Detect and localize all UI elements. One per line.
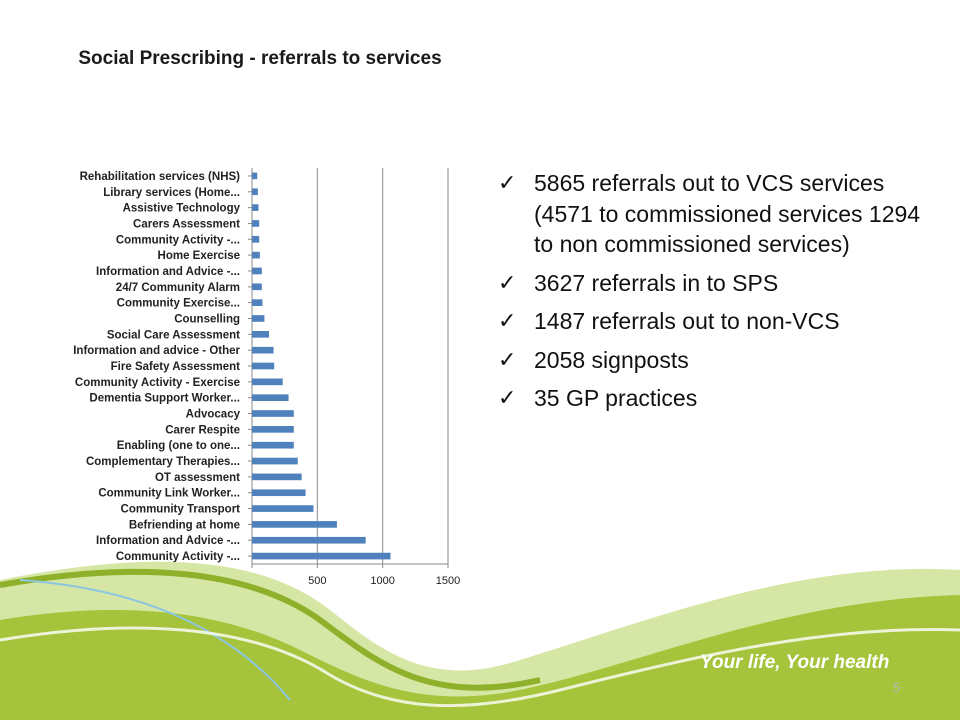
- bar: [252, 330, 269, 338]
- bullet-item: ✓ 5865 referrals out to VCS services (457…: [498, 168, 938, 260]
- category-label: Counselling: [174, 313, 240, 325]
- bar: [252, 362, 275, 370]
- bullet-item: ✓ 2058 signposts: [498, 345, 938, 376]
- bar: [252, 172, 258, 180]
- bar: [252, 299, 263, 306]
- bullet-text: 35 GP practices: [534, 385, 698, 411]
- checkmark-icon: ✓: [498, 346, 517, 372]
- category-label: Information and Advice -...: [96, 535, 240, 547]
- category-label: Home Exercise: [158, 250, 240, 262]
- category-label: Information and Advice -...: [96, 266, 240, 278]
- bar: [252, 426, 294, 433]
- category-label: Social Care Assessment: [107, 329, 240, 341]
- bullet-item: ✓ 35 GP practices: [498, 383, 938, 414]
- category-label: Community Exercise...: [117, 298, 240, 310]
- bar: [252, 346, 274, 354]
- category-label: Information and advice - Other: [73, 345, 240, 357]
- category-label: Advocacy: [186, 409, 241, 421]
- wave-dark-stroke: [0, 568, 541, 691]
- category-label: Community Activity -...: [116, 551, 240, 563]
- bar: [252, 204, 259, 211]
- bar-chart: 050010001500Rehabilitation services (NHS…: [73, 168, 460, 587]
- bullet-item: ✓ 1487 referrals out to non-VCS: [498, 306, 938, 337]
- decorative-wave-background: [0, 561, 960, 720]
- chart-title: Social Prescribing - referrals to servic…: [78, 48, 442, 69]
- category-label: Complementary Therapies...: [86, 456, 240, 468]
- category-label: Community Activity - Exercise: [75, 377, 240, 389]
- bullet-text: 3627 referrals in to SPS: [534, 269, 779, 296]
- category-label: OT assessment: [155, 472, 240, 484]
- bullet-item: ✓ 3627 referrals in to SPS: [498, 268, 938, 299]
- bullet-text: 5865 referrals out to VCS services (4571…: [534, 170, 921, 257]
- bullet-text: 2058 signposts: [534, 346, 689, 373]
- category-label: Community Transport: [121, 504, 241, 516]
- wave-white-stroke: [0, 626, 960, 708]
- category-label: Fire Safety Assessment: [111, 361, 241, 373]
- category-label: 24/7 Community Alarm: [116, 282, 240, 294]
- bar: [252, 473, 302, 481]
- slogan-text: Your life, Your health: [700, 652, 890, 673]
- bar: [252, 188, 258, 196]
- category-label: Community Link Worker...: [98, 488, 240, 500]
- page-number: 5: [893, 680, 901, 695]
- bar: [252, 315, 265, 322]
- bar: [252, 220, 260, 227]
- checkmark-icon: ✓: [498, 269, 517, 295]
- x-tick-label: 1500: [436, 575, 460, 587]
- category-label: Enabling (one to one...: [117, 440, 240, 452]
- bullet-list: ✓ 5865 referrals out to VCS services (457…: [498, 168, 938, 422]
- checkmark-icon: ✓: [498, 170, 517, 195]
- bar: [252, 552, 391, 560]
- bar: [252, 457, 298, 465]
- category-label: Carer Respite: [165, 424, 240, 436]
- category-label: Befriending at home: [129, 519, 240, 531]
- bar: [252, 441, 294, 449]
- checkmark-icon: ✓: [498, 308, 517, 333]
- bar: [252, 410, 294, 417]
- category-label: Rehabilitation services (NHS): [80, 171, 241, 183]
- category-label: Dementia Support Worker...: [89, 393, 240, 405]
- bar: [252, 378, 283, 386]
- bar: [252, 267, 262, 275]
- x-tick-label: 500: [308, 575, 326, 587]
- checkmark-icon: ✓: [498, 385, 517, 410]
- bullet-text: 1487 referrals out to non-VCS: [534, 308, 840, 334]
- wave-main-green: [0, 595, 960, 720]
- x-tick-label: 1000: [370, 575, 394, 587]
- bar: [252, 251, 260, 259]
- bar: [252, 505, 314, 512]
- bar: [252, 235, 260, 243]
- category-label: Carers Assessment: [133, 218, 240, 230]
- category-label: Assistive Technology: [123, 203, 241, 215]
- bar: [252, 394, 289, 402]
- wave-blue-stroke: [19, 579, 291, 701]
- category-label: Library services (Home...: [103, 187, 240, 199]
- bar: [252, 521, 337, 528]
- bar: [252, 489, 306, 497]
- bar: [252, 283, 262, 291]
- category-label: Community Activity -...: [116, 234, 240, 246]
- bar: [252, 536, 366, 544]
